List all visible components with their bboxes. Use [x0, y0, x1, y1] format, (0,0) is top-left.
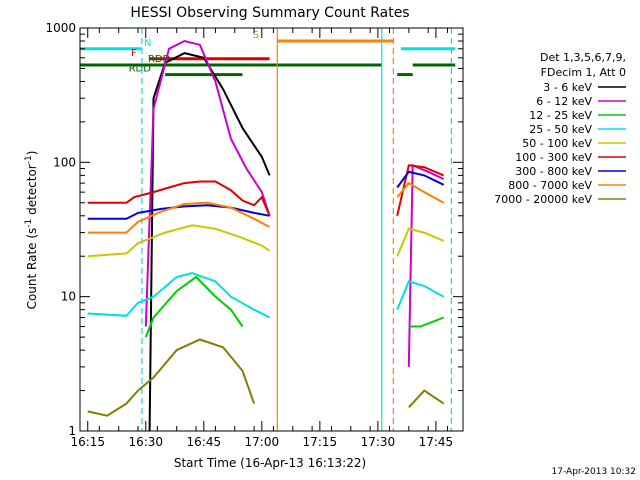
- x-tick-label-3: 17:00: [245, 435, 280, 449]
- plot-frame: [79, 27, 464, 432]
- legend-header-line-1: Det 1,3,5,6,7,9,: [540, 51, 626, 64]
- flag-label-1: N: [144, 38, 151, 49]
- legend-label-1: 6 - 12 keV: [536, 95, 592, 108]
- x-tick-label-2: 16:45: [187, 435, 222, 449]
- flag-label-5: RDD: [129, 64, 152, 75]
- series-line-1: [144, 39, 445, 367]
- series-line-0: [148, 52, 271, 432]
- legend-label-7: 800 - 7000 keV: [508, 179, 592, 192]
- flag-label-3: F: [131, 48, 137, 59]
- x-tick-label-6: 17:45: [419, 435, 454, 449]
- chart-title: HESSI Observing Summary Count Rates: [130, 5, 409, 21]
- vertical-markers: [141, 28, 452, 431]
- x-tick-label-5: 17:30: [361, 435, 396, 449]
- y-axis-label: Count Rate (s-1 detector-1): [24, 151, 39, 310]
- series-lines: [87, 39, 445, 432]
- y-axis-label-end: ): [25, 151, 39, 156]
- legend-label-5: 100 - 300 keV: [515, 151, 592, 164]
- x-axis-ticks: 16:15 16:30 16:45 17:00 17:15 17:30 17:45: [70, 28, 453, 449]
- legend-label-4: 50 - 100 keV: [522, 137, 592, 150]
- flag-label-4: RDD: [148, 54, 171, 65]
- x-axis-label: Start Time (16-Apr-13 16:13:22): [174, 456, 366, 470]
- y-axis-label-mid: detector: [25, 164, 39, 219]
- legend-label-6: 300 - 800 keV: [515, 165, 592, 178]
- legend: Det 1,3,5,6,7,9, FDecim 1, Att 0 3 - 6 k…: [494, 51, 626, 206]
- legend-label-2: 12 - 25 keV: [529, 109, 592, 122]
- y-axis-label-sup: -1: [24, 219, 34, 228]
- y-tick-label-2: 100: [53, 155, 76, 169]
- legend-label-8: 7000 - 20000 keV: [494, 193, 592, 206]
- legend-header-line-2: FDecim 1, Att 0: [541, 66, 626, 79]
- y-tick-label-1: 10: [61, 290, 76, 304]
- y-tick-label-3: 1000: [45, 21, 76, 35]
- flag-label-2: S: [253, 30, 259, 41]
- series-line-2: [144, 275, 445, 338]
- legend-label-0: 3 - 6 keV: [543, 81, 592, 94]
- series-line-3: [87, 271, 445, 319]
- series-line-8: [87, 338, 445, 417]
- y-axis-label-sup2: -1: [24, 155, 34, 164]
- x-tick-label-0: 16:15: [70, 435, 105, 449]
- y-tick-label-0: 1: [68, 424, 76, 438]
- series-line-4: [87, 224, 445, 258]
- series-line-5: [87, 164, 445, 217]
- footer-timestamp: 17-Apr-2013 10:32: [552, 467, 636, 477]
- legend-label-3: 25 - 50 keV: [529, 123, 592, 136]
- y-axis-ticks: 1 10 100 1000: [45, 21, 463, 438]
- x-tick-label-4: 17:15: [303, 435, 338, 449]
- series-line-6: [87, 170, 445, 220]
- y-axis-label-main: Count Rate (s: [25, 228, 39, 310]
- series-line-7: [87, 181, 445, 234]
- x-tick-label-1: 16:30: [128, 435, 163, 449]
